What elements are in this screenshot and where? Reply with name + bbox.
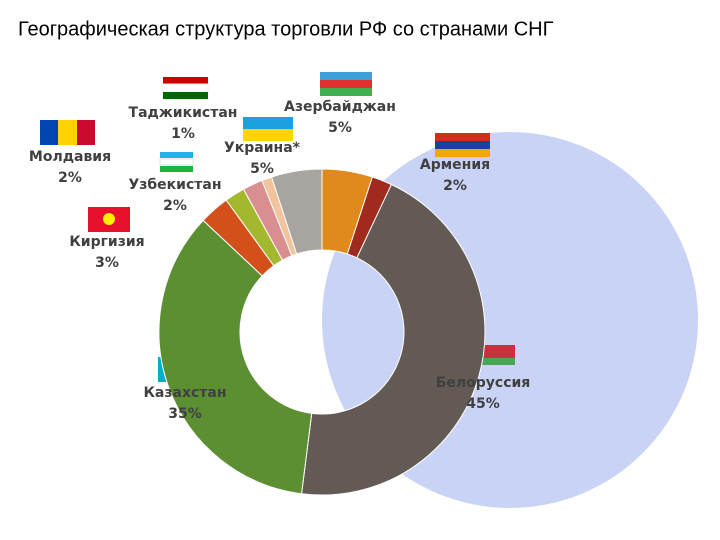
flag-kyrgyzstan xyxy=(88,207,130,232)
category-label: Киргизия xyxy=(69,234,144,250)
flags xyxy=(40,72,515,382)
category-label: Молдавия xyxy=(29,149,111,165)
value-label: 45% xyxy=(466,396,500,412)
flag-tajikistan xyxy=(162,77,209,99)
value-label: 35% xyxy=(168,406,202,422)
value-label: 3% xyxy=(95,255,119,271)
flag-moldova xyxy=(40,120,95,145)
category-label: Украина* xyxy=(224,140,301,156)
flag-uzbekistan xyxy=(159,152,194,172)
category-label: Азербайджан xyxy=(284,99,396,115)
flag-azerbaijan xyxy=(320,72,372,96)
category-label: Белоруссия xyxy=(436,375,531,391)
donut-segment xyxy=(158,219,313,495)
category-label: Узбекистан xyxy=(128,177,221,193)
value-label: 5% xyxy=(328,120,352,136)
category-label: Казахстан xyxy=(143,385,226,401)
category-label: Таджикистан xyxy=(129,105,238,121)
value-label: 2% xyxy=(443,178,467,194)
flag-ukraine xyxy=(243,117,293,141)
donut-segment xyxy=(301,183,486,496)
value-label: 5% xyxy=(250,161,274,177)
donut-segment xyxy=(270,168,323,255)
value-label: 1% xyxy=(171,126,195,142)
value-label: 2% xyxy=(58,170,82,186)
chart-title: Географическая структура торговли РФ со … xyxy=(18,18,554,40)
flag-armenia xyxy=(435,133,490,157)
category-label: Армения xyxy=(420,157,490,173)
value-label: 2% xyxy=(163,198,187,214)
